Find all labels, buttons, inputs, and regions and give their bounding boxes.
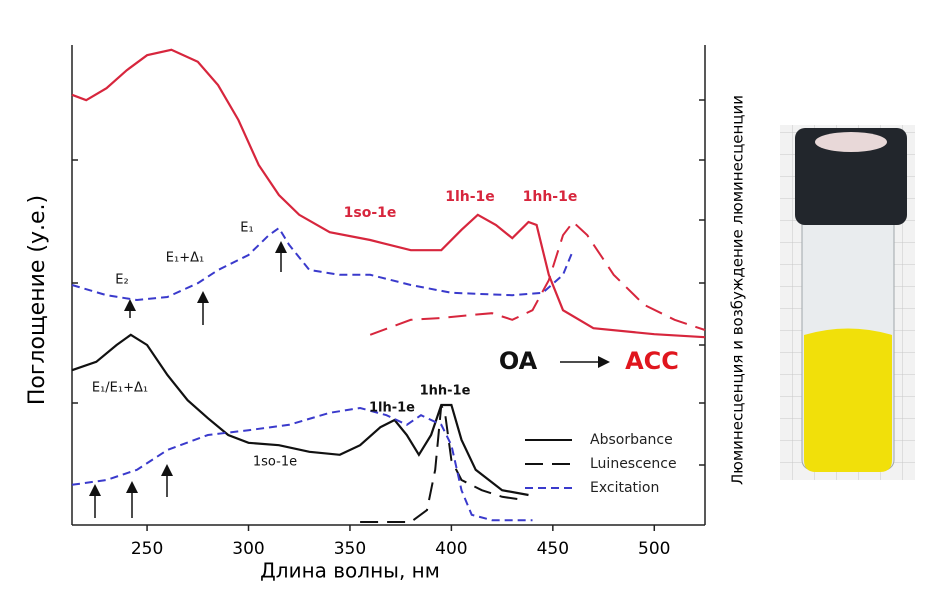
vial-liquid [804,328,892,472]
series-line [360,404,523,523]
x-tick-label: 350 [334,539,366,559]
x-tick-label: 250 [131,539,163,559]
series-line [71,226,575,302]
annotation: 1hh-1e [420,384,471,399]
annotation: E₂ [115,273,128,288]
series-line [71,333,529,497]
legend-label: Luinescence [590,456,677,472]
y-axis-label: Поглощение (у.е.) [25,195,50,405]
x-tick-label: 500 [638,539,670,559]
annotation: OA [499,347,538,375]
x-tick-label: 450 [537,539,569,559]
annotation: E₁+Δ₁ [166,251,204,266]
vial-cap [795,128,907,225]
arrows [89,241,610,518]
x-axis-label: Длина волны, нм [260,559,440,583]
annotation: 1lh-1e [369,401,415,416]
cap-top [815,132,887,152]
y2-axis-label: Люминесценция и возбуждение люминесценци… [729,95,747,485]
photo [780,125,915,480]
annotation: 1lh-1e [445,189,495,205]
annotation: E₁ [240,221,253,236]
annotation: 1so-1e [253,455,297,470]
series-line [71,406,533,522]
x-tick-label: 300 [232,539,264,559]
series-line [71,48,706,339]
annotation: ACC [625,347,679,375]
annotation: E₁/E₁+Δ₁ [92,381,148,396]
axes [71,45,706,526]
legend-label: Excitation [590,480,659,496]
series-line [369,220,706,336]
x-tick-label: 400 [435,539,467,559]
legend-label: Absorbance [590,432,673,448]
annotation: 1so-1e [344,205,397,221]
annotation: 1hh-1e [523,189,578,205]
